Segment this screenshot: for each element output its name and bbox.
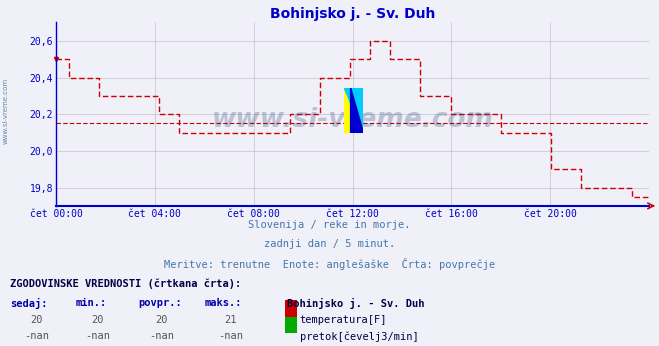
Polygon shape: [344, 88, 364, 133]
Title: Bohinjsko j. - Sv. Duh: Bohinjsko j. - Sv. Duh: [270, 7, 435, 21]
Text: Meritve: trenutne  Enote: anglešaške  Črta: povprečje: Meritve: trenutne Enote: anglešaške Črta…: [164, 258, 495, 270]
Text: povpr.:: povpr.:: [138, 298, 182, 308]
Text: zadnji dan / 5 minut.: zadnji dan / 5 minut.: [264, 239, 395, 249]
Text: ZGODOVINSKE VREDNOSTI (črtkana črta):: ZGODOVINSKE VREDNOSTI (črtkana črta):: [10, 279, 241, 289]
Text: -nan: -nan: [218, 331, 243, 342]
Text: 21: 21: [225, 315, 237, 325]
Text: www.si-vreme.com: www.si-vreme.com: [2, 78, 9, 144]
Text: -nan: -nan: [24, 331, 49, 342]
Text: -nan: -nan: [85, 331, 110, 342]
Polygon shape: [351, 88, 364, 133]
Text: Slovenija / reke in morje.: Slovenija / reke in morje.: [248, 220, 411, 230]
Text: sedaj:: sedaj:: [10, 298, 47, 309]
Text: temperatura[F]: temperatura[F]: [300, 315, 387, 325]
Text: www.si-vreme.com: www.si-vreme.com: [212, 107, 494, 133]
Text: Bohinjsko j. - Sv. Duh: Bohinjsko j. - Sv. Duh: [287, 298, 424, 309]
Text: 20: 20: [92, 315, 103, 325]
Text: min.:: min.:: [76, 298, 107, 308]
Text: maks.:: maks.:: [204, 298, 242, 308]
Text: pretok[čevelj3/min]: pretok[čevelj3/min]: [300, 331, 418, 342]
Polygon shape: [344, 88, 364, 133]
Text: 20: 20: [156, 315, 167, 325]
Text: 20: 20: [30, 315, 42, 325]
Text: -nan: -nan: [149, 331, 174, 342]
